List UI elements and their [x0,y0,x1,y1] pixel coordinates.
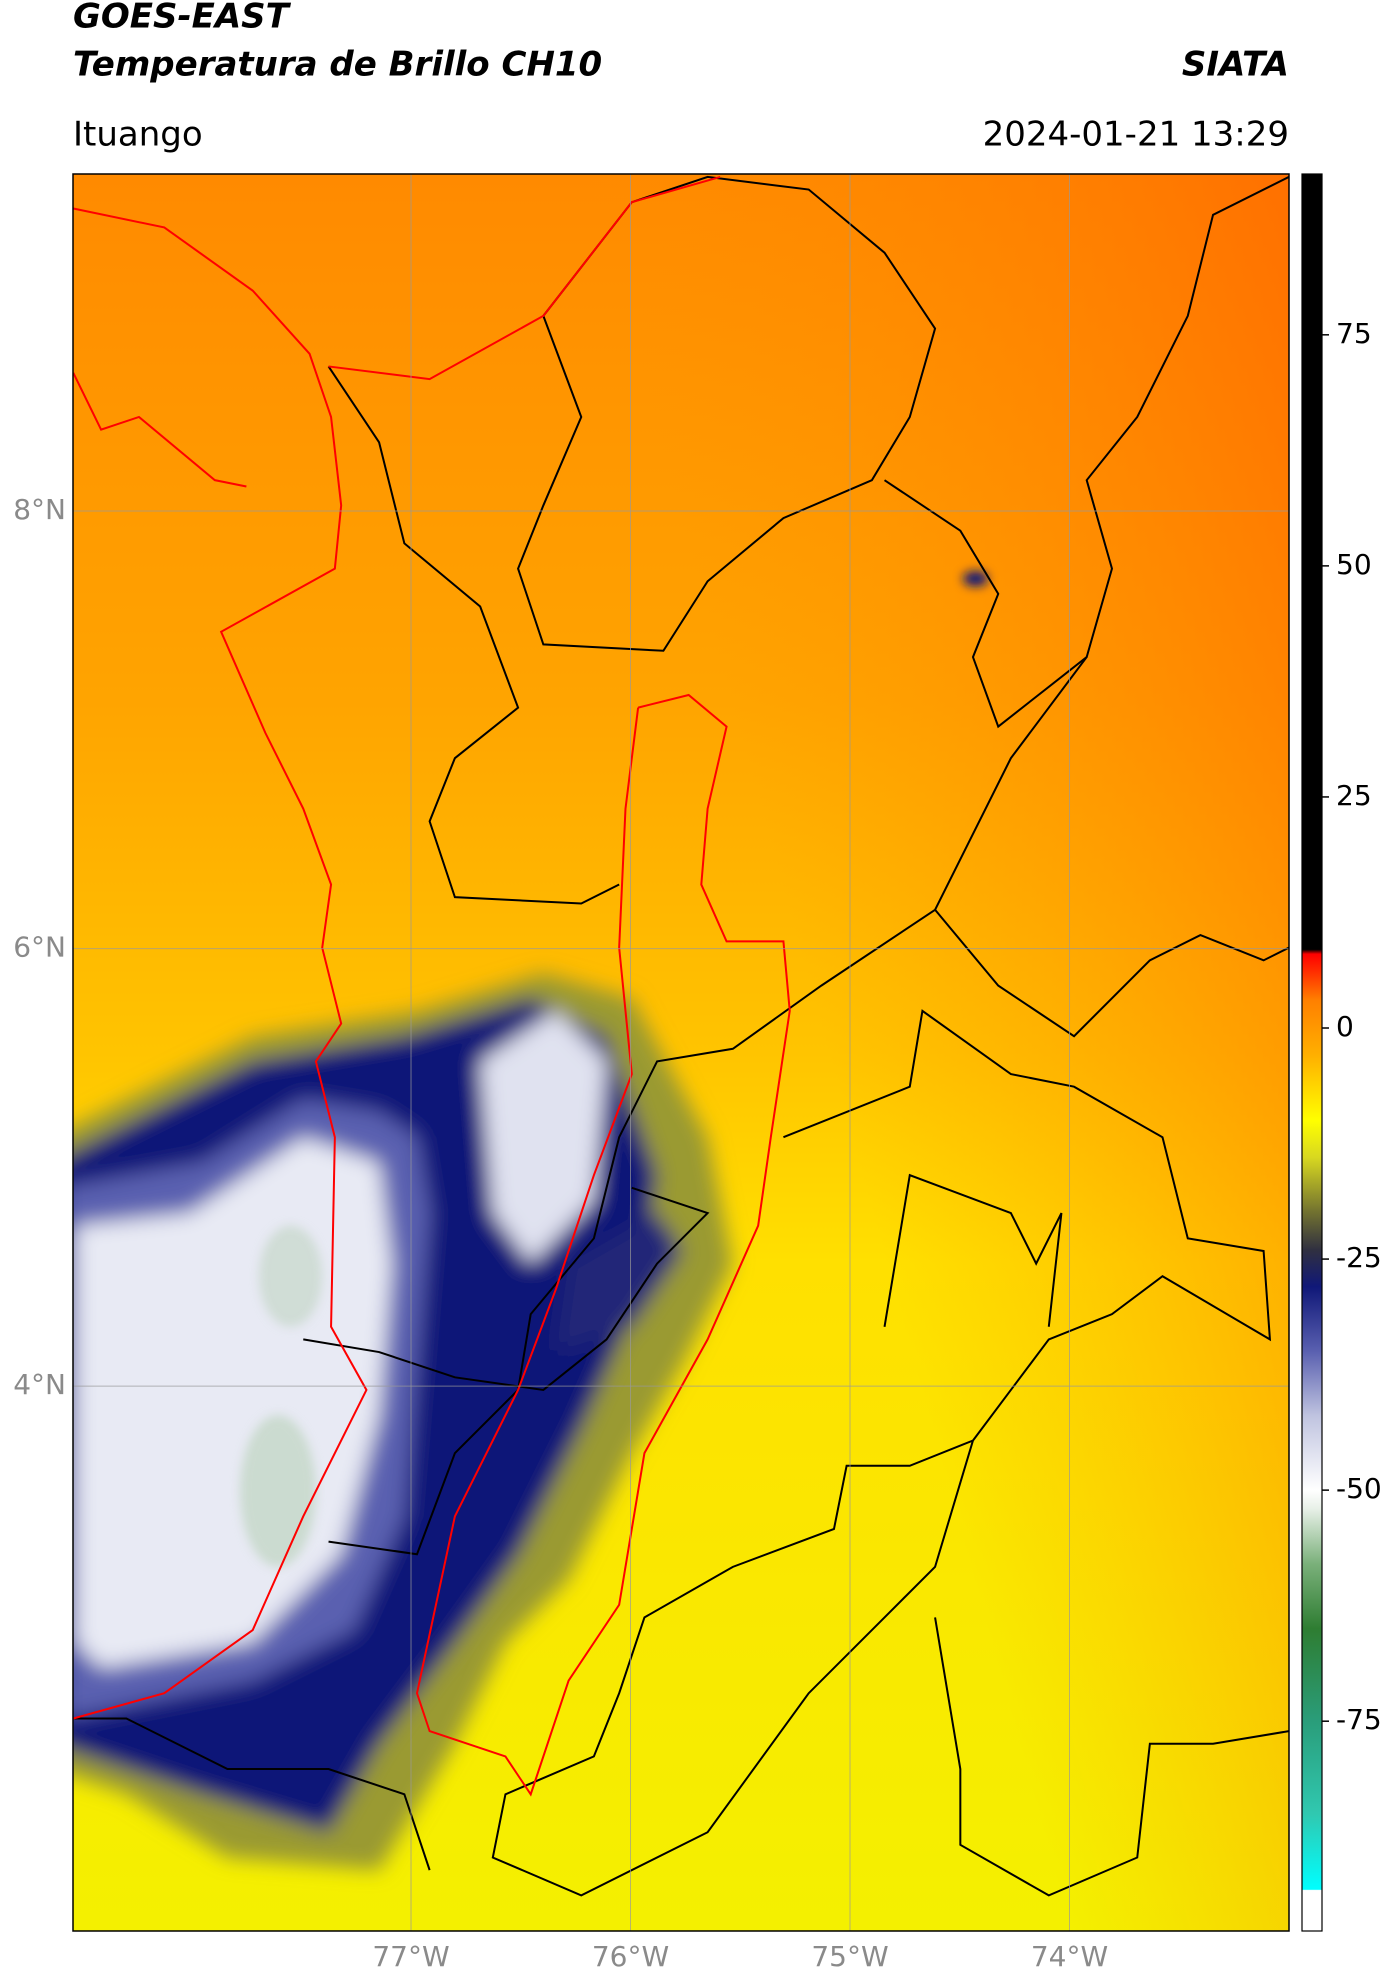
colorbar-tick-label: -50 [1336,1472,1382,1505]
map-area [73,174,1289,1931]
x-tick-label: 76°W [592,1940,669,1973]
title: GOES-EAST [73,0,292,37]
y-tick-label: 4°N [13,1368,66,1401]
borders [73,177,1289,1895]
datetime: 2024-01-21 13:29 [983,115,1289,155]
x-tick-label: 75°W [811,1940,888,1973]
colorbar-tick-label: -25 [1336,1241,1382,1274]
y-tick-label: 6°N [13,931,66,964]
location: Ituango [73,115,203,155]
colorbar-tick-label: 50 [1336,548,1372,581]
colorbar-tick-label: -75 [1336,1703,1382,1736]
colorbar-scale [1301,173,1323,1932]
source: SIATA [1182,45,1289,85]
colorbar-tick-label: 0 [1336,1010,1354,1043]
cloud-field [73,571,989,1871]
x-tick-label: 74°W [1031,1940,1108,1973]
colorbar-tick-label: 75 [1336,317,1372,350]
colorbar: -75 -50 -25 0 25 50 75 [1301,173,1382,1932]
map-frame [72,173,1290,1932]
y-tick-label: 8°N [13,493,66,526]
colorbar-tick-label: 25 [1336,779,1372,812]
subtitle: Temperatura de Brillo CH10 [73,45,602,85]
x-tick-label: 77°W [372,1940,449,1973]
grid [73,174,1289,1931]
